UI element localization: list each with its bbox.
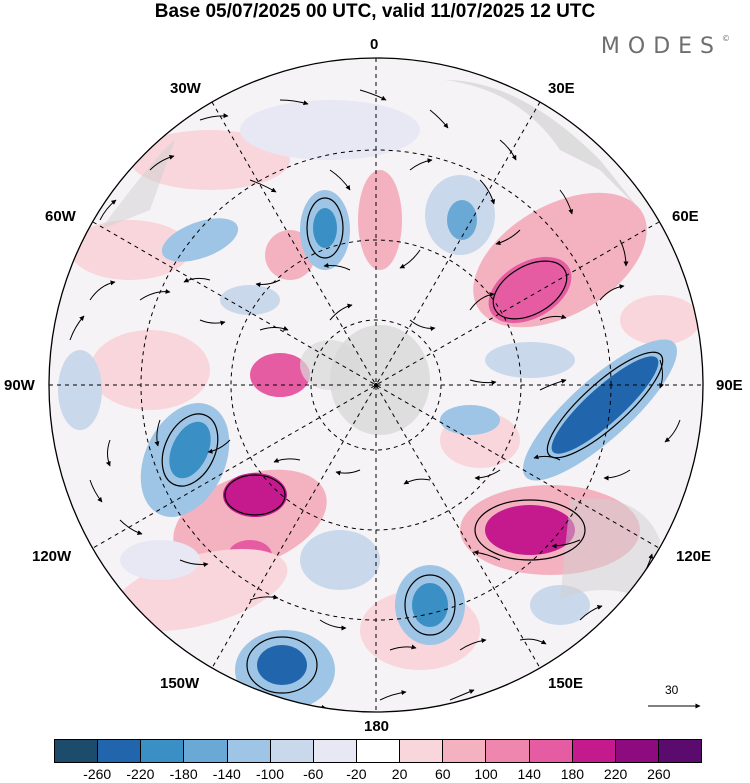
reference-vector-value: 30 (665, 683, 679, 697)
map-title: Base 05/07/2025 00 UTC, valid 11/07/2025… (154, 1, 596, 22)
colorbar-swatch (529, 740, 573, 762)
colorbar-tick-label: 220 (603, 766, 628, 782)
colorbar-tick-label: -260 (83, 766, 112, 782)
lon-label-0: 0 (370, 36, 379, 53)
colorbar (54, 739, 702, 763)
colorbar-tick-label: -60 (303, 766, 324, 782)
lon-label-30e: 30E (548, 80, 575, 97)
colorbar-swatch (184, 740, 228, 762)
colorbar-tick-label: 140 (517, 766, 541, 782)
lon-label-60e: 60E (672, 208, 699, 225)
anomaly-field (49, 58, 703, 712)
colorbar-swatch (356, 740, 401, 762)
colorbar-swatch (486, 740, 530, 762)
lon-label-120e: 120E (676, 548, 712, 565)
lon-label-150w: 150W (160, 675, 200, 692)
colorbar-swatch (55, 740, 99, 762)
colorbar-tick-label: -180 (169, 766, 198, 782)
colorbar-tick-label: 100 (474, 766, 498, 782)
colorbar-swatch (443, 740, 487, 762)
colorbar-tick-label: 60 (435, 766, 451, 782)
graticule (49, 58, 703, 712)
colorbar-tick-label: 260 (647, 766, 671, 782)
lon-label-30w: 30W (170, 80, 201, 97)
colorbar-swatch (270, 740, 314, 762)
colorbar-swatch (615, 740, 659, 762)
colorbar-swatch (141, 740, 185, 762)
lon-label-90e: 90E (716, 377, 743, 394)
brand-logo: MODES© (600, 34, 730, 59)
colorbar-tick-label: -220 (126, 766, 155, 782)
colorbar-tick-label: -100 (255, 766, 285, 782)
colorbar-swatch (98, 740, 142, 762)
lon-label-90w: 90W (4, 377, 35, 394)
colorbar-tick-label: -20 (346, 766, 367, 782)
colorbar-tick-label: -140 (212, 766, 241, 782)
lon-label-60w: 60W (45, 208, 76, 225)
colorbar-swatch (400, 740, 444, 762)
colorbar-swatch (313, 740, 357, 762)
lon-label-180: 180 (364, 718, 390, 735)
lon-label-120w: 120W (32, 548, 72, 565)
colorbar-swatch (572, 740, 616, 762)
colorbar-tick-label: 20 (391, 766, 408, 782)
colorbar-swatch (227, 740, 271, 762)
colorbar-swatch (658, 740, 702, 762)
map-boundary (48, 57, 704, 713)
lon-label-150e: 150E (548, 675, 584, 692)
colorbar-tick-label: 180 (560, 766, 585, 782)
